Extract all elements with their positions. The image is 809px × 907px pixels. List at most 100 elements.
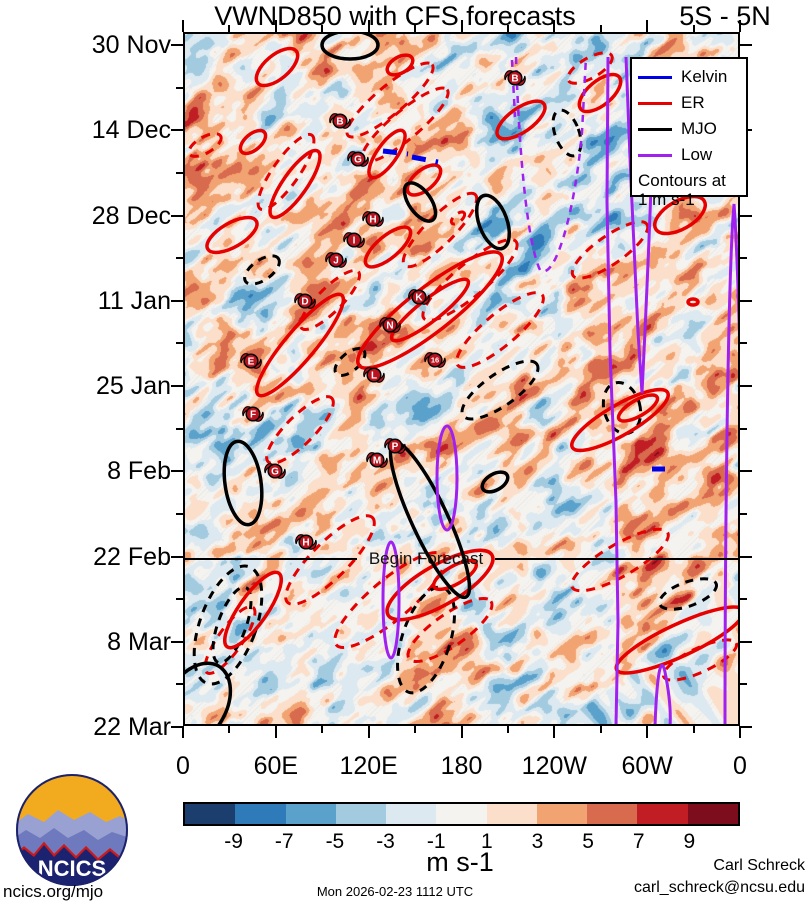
y-major-tick (740, 555, 752, 558)
svg-text:J: J (333, 256, 339, 267)
page-title: VWND850 with CFS forecasts (214, 1, 576, 31)
y-minor-tick (176, 683, 183, 686)
y-minor-tick (176, 427, 183, 430)
tc-marker-n: N (378, 313, 402, 337)
y-minor-tick (176, 86, 183, 89)
y-axis-label: 22 Feb (93, 542, 171, 571)
x-axis-label: 0 (733, 752, 747, 780)
legend-label: ER (681, 93, 705, 112)
svg-text:B: B (511, 74, 518, 85)
low-contour-solid (381, 540, 401, 660)
x-minor-tick (414, 25, 417, 32)
tc-marker-h: H (361, 207, 385, 231)
y-major-tick (171, 640, 183, 643)
wave-contour-overlay (185, 34, 738, 724)
y-major-tick (171, 214, 183, 217)
colorbar (183, 802, 740, 826)
svg-text:G: G (271, 467, 279, 478)
colorbar-segment (386, 804, 437, 824)
tc-marker-l: L (362, 363, 386, 387)
low-contour-solid (605, 56, 620, 724)
tc-marker-16: 16 (423, 348, 447, 372)
x-major-tick (553, 20, 556, 32)
x-minor-tick (506, 726, 509, 733)
x-major-tick (274, 726, 277, 738)
legend-line-kelvin (638, 75, 672, 79)
colorbar-tick-label: 1 (480, 830, 493, 853)
er-contour-solid (223, 570, 283, 650)
er-contour-solid (431, 558, 479, 592)
svg-text:H: H (302, 538, 309, 549)
colorbar-segment (285, 804, 336, 824)
mjo-contour-solid (402, 181, 438, 223)
er-contour-solid (616, 393, 660, 423)
y-axis-label: 25 Jan (95, 372, 171, 400)
x-major-tick (182, 20, 184, 32)
tc-marker-d: D (293, 289, 317, 313)
er-contour-solid (268, 148, 322, 220)
author-name: Carl Schreck (713, 857, 805, 874)
er-contour-dashed (298, 268, 362, 332)
y-axis-label: 8 Mar (107, 627, 171, 656)
begin-forecast-label: Begin Forecast (368, 549, 484, 568)
tc-marker-p: P (383, 434, 407, 458)
y-major-tick (740, 470, 752, 473)
er-contour-solid (254, 46, 300, 88)
y-minor-tick (740, 512, 747, 515)
mjo-contour-solid (185, 661, 233, 724)
ncics-logo: NCICS (14, 772, 130, 888)
legend-label: Low (681, 145, 713, 164)
kelvin-contour-dashed (411, 154, 439, 165)
ncics-logo-image: NCICS (16, 774, 128, 886)
colorbar-segment (637, 804, 688, 824)
colorbar-tick-label: 7 (632, 830, 645, 853)
begin-forecast-line-right (495, 558, 738, 560)
x-axis-label: 60E (253, 752, 299, 780)
x-axis-label: 0 (176, 752, 190, 780)
tc-marker-m: M (365, 448, 389, 472)
x-major-tick (739, 726, 741, 738)
x-minor-tick (599, 726, 602, 733)
low-contour-solid (653, 664, 672, 724)
svg-text:B: B (336, 117, 343, 128)
y-major-tick (740, 214, 752, 217)
latitude-band-label: 5S - 5N (679, 1, 771, 31)
y-major-tick (171, 129, 183, 132)
er-contour-solid (238, 128, 268, 156)
colorbar-segment (185, 804, 236, 824)
er-contour-solid (686, 297, 700, 307)
tc-marker-i: I (342, 228, 366, 252)
colorbar-tick-label: 9 (683, 830, 696, 853)
colorbar-segment (436, 804, 487, 824)
legend-line-er (638, 101, 672, 105)
x-major-tick (460, 20, 463, 32)
legend-row-kelvin: Kelvin (638, 64, 746, 90)
svg-text:N: N (386, 321, 393, 332)
mjo-contour-dashed (396, 585, 456, 695)
x-minor-tick (692, 726, 695, 733)
begin-forecast-line-left (185, 558, 357, 560)
site-url: ncics.org/mjo (3, 882, 104, 901)
tc-marker-layer: B G B H (185, 34, 738, 724)
logo-red-ridge (16, 841, 128, 863)
x-major-tick (739, 20, 741, 32)
y-axis-label: 30 Nov (91, 31, 171, 59)
colorbar-tick-label: -1 (426, 830, 446, 853)
x-major-tick (274, 20, 277, 32)
er-contour-solid (205, 215, 259, 255)
y-major-tick (740, 385, 752, 387)
y-axis-label: 28 Dec (91, 201, 171, 230)
svg-text:P: P (392, 442, 399, 453)
low-contour-solid (435, 424, 459, 532)
x-major-tick (646, 726, 649, 738)
x-minor-tick (506, 25, 509, 32)
svg-text:M: M (373, 456, 381, 467)
legend-row-low: Low (638, 142, 746, 168)
x-major-tick (646, 20, 649, 32)
logo-mountain-band-1 (16, 810, 128, 844)
er-contour-solid (254, 292, 346, 398)
y-major-tick (740, 726, 752, 728)
mjo-contour-solid (480, 470, 510, 494)
x-minor-tick (414, 726, 417, 733)
er-contour-dashed (256, 132, 316, 212)
